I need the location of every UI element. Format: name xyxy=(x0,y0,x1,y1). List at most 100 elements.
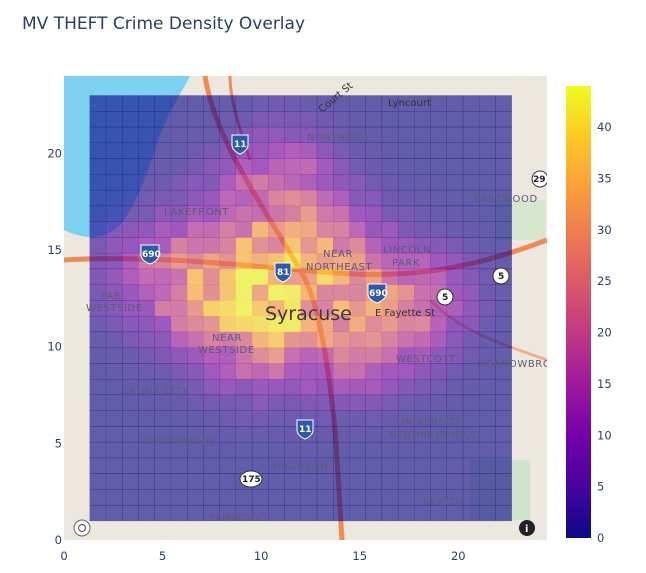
density-cell xyxy=(154,363,172,380)
density-cell xyxy=(203,347,220,364)
density-cell xyxy=(430,394,447,411)
density-cell xyxy=(365,504,383,522)
density-cell xyxy=(316,284,334,301)
density-cell xyxy=(381,158,399,175)
density-cell xyxy=(381,268,399,285)
density-cell xyxy=(381,410,399,427)
density-cell xyxy=(187,489,204,506)
density-cell xyxy=(479,252,496,270)
density-cell xyxy=(235,189,253,207)
density-cell xyxy=(333,363,350,380)
y-tick-label: 15 xyxy=(47,243,62,257)
density-cell xyxy=(397,331,415,348)
density-cell xyxy=(300,205,318,222)
density-cell xyxy=(203,221,220,238)
colorbar-tick-label: 35 xyxy=(597,171,612,185)
density-cell xyxy=(89,441,107,459)
density-cell xyxy=(284,378,301,396)
density-cell xyxy=(316,315,334,333)
density-cell xyxy=(268,489,285,506)
density-cell xyxy=(333,158,350,175)
density-cell xyxy=(154,300,172,317)
density-cell xyxy=(333,284,350,301)
density-cell xyxy=(251,489,269,506)
density-cell xyxy=(219,457,236,474)
density-cell xyxy=(170,457,188,474)
density-cell xyxy=(187,284,204,301)
density-cell xyxy=(316,410,334,427)
density-cell xyxy=(251,268,269,285)
info-icon[interactable]: i xyxy=(519,520,535,536)
density-cell xyxy=(349,189,366,207)
density-cell xyxy=(138,189,155,207)
density-cell xyxy=(170,111,188,128)
density-cell xyxy=(170,252,188,270)
density-cell xyxy=(365,268,383,285)
density-cell xyxy=(365,426,383,443)
y-tick-label: 20 xyxy=(47,146,62,160)
density-cell xyxy=(235,205,253,222)
density-cell xyxy=(235,426,253,443)
density-cell xyxy=(268,331,285,348)
density-cell xyxy=(235,441,253,459)
density-cell xyxy=(105,205,123,222)
density-cell xyxy=(446,300,464,317)
density-cell xyxy=(316,331,334,348)
density-cell xyxy=(154,268,172,285)
density-cell xyxy=(446,489,464,506)
mapbox-logo-icon[interactable] xyxy=(73,519,91,537)
density-cell xyxy=(381,331,399,348)
density-cell xyxy=(251,142,269,159)
density-cell xyxy=(187,174,204,191)
density-cell xyxy=(316,300,334,317)
density-cell xyxy=(122,489,139,506)
density-cell xyxy=(349,300,366,317)
density-cell xyxy=(89,126,107,143)
density-cell xyxy=(203,426,220,443)
neighborhood-label: PARK xyxy=(392,258,420,269)
density-cell xyxy=(333,111,350,128)
density-cell xyxy=(219,473,236,490)
density-cell xyxy=(479,158,496,175)
density-cell xyxy=(397,347,415,364)
density-cell xyxy=(268,410,285,427)
density-cell xyxy=(89,378,107,396)
density-cell xyxy=(235,457,253,474)
density-cell xyxy=(462,363,480,380)
density-cell xyxy=(365,252,383,270)
density-cell xyxy=(446,394,464,411)
density-cell xyxy=(397,174,415,191)
density-cell xyxy=(446,378,464,396)
density-cell xyxy=(105,363,123,380)
density-cell xyxy=(446,457,464,474)
density-cell xyxy=(122,237,139,254)
density-cell xyxy=(105,95,123,112)
density-cell xyxy=(381,489,399,506)
density-cell xyxy=(316,189,334,207)
density-cell xyxy=(219,378,236,396)
density-cell xyxy=(333,174,350,191)
density-cell xyxy=(381,252,399,270)
x-axis: 0 5 10 15 20 xyxy=(60,549,465,563)
x-tick-label: 10 xyxy=(254,549,269,563)
density-cell xyxy=(479,441,496,459)
density-cell xyxy=(154,331,172,348)
density-cell xyxy=(268,378,285,396)
density-cell xyxy=(365,111,383,128)
density-cell xyxy=(170,426,188,443)
density-cell xyxy=(154,504,172,522)
density-cell xyxy=(105,378,123,396)
density-cell xyxy=(170,441,188,459)
density-cell xyxy=(349,315,366,333)
density-cell xyxy=(462,504,480,522)
density-cell xyxy=(105,300,123,317)
density-cell xyxy=(349,378,366,396)
density-cell xyxy=(268,347,285,364)
density-cell xyxy=(105,174,123,191)
density-cell xyxy=(495,489,512,506)
density-cell xyxy=(138,174,155,191)
route-shield: 5 xyxy=(436,288,454,306)
density-cell xyxy=(122,111,139,128)
density-cell xyxy=(397,205,415,222)
density-cell xyxy=(170,142,188,159)
